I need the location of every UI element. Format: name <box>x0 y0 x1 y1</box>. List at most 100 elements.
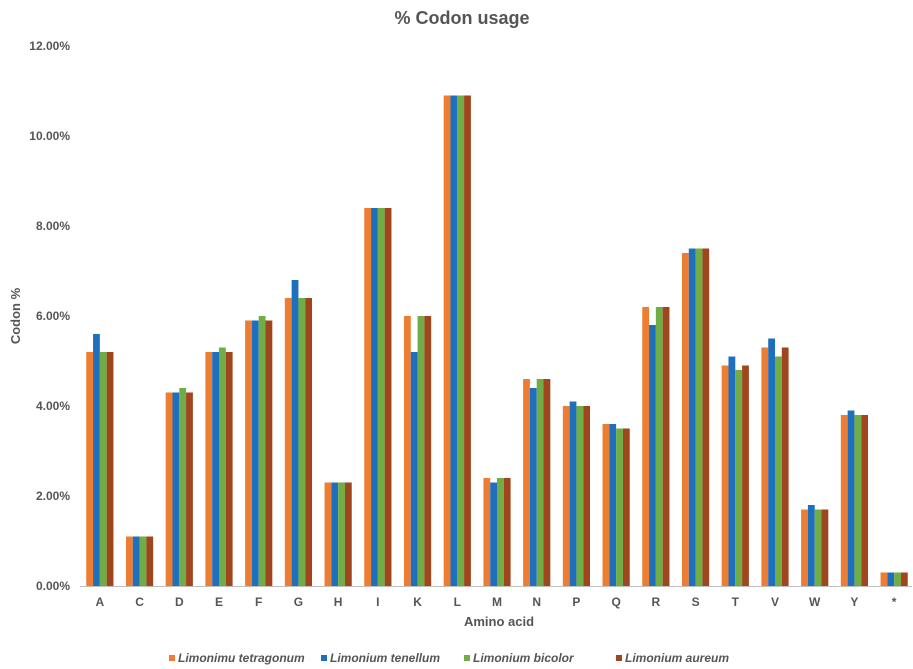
bar-4-K <box>424 316 432 586</box>
bar-2-Q <box>609 424 617 586</box>
bar-4-D <box>186 392 193 586</box>
bar-3-A <box>99 352 107 586</box>
y-tick-label: 2.00% <box>36 489 70 503</box>
bar-1-K <box>403 316 411 586</box>
bar-3-M <box>497 478 504 586</box>
x-tick-label: H <box>334 595 343 609</box>
bar-3-V <box>775 356 782 586</box>
x-tick-label: Q <box>611 595 620 609</box>
bar-1-Y <box>840 415 848 586</box>
x-tick-label: P <box>572 595 580 609</box>
bar-3-S <box>695 248 703 586</box>
bar-4-P <box>583 406 591 586</box>
legend: Limonimu tetragonum Limonium tenellum Limo… <box>169 651 729 665</box>
bar-1-L <box>443 95 451 586</box>
x-tick-label: S <box>692 595 700 609</box>
bar-3-F <box>258 316 266 586</box>
bar-2-S <box>688 248 696 586</box>
bar-4-E <box>225 352 233 586</box>
bar-2-C <box>132 536 140 586</box>
bar-1-I <box>364 208 372 586</box>
bar-2-G <box>291 280 299 586</box>
bar-1-P <box>562 406 570 586</box>
legend-label: Limonium aureum <box>625 651 729 665</box>
bar-2-N <box>529 388 537 586</box>
bar-2-W <box>807 505 815 586</box>
legend-label: Limonimu tetragonum <box>178 651 305 665</box>
legend-label: Limonium bicolor <box>473 651 575 665</box>
bar-1-M <box>483 478 491 586</box>
y-tick-label: 0.00% <box>36 579 70 593</box>
x-tick-label: M <box>492 595 502 609</box>
bar-4-* <box>900 572 908 586</box>
y-tick-label: 10.00% <box>29 129 70 143</box>
bar-4-I <box>384 208 392 586</box>
x-tick-label: L <box>454 595 461 609</box>
bar-2-I <box>371 208 378 586</box>
x-tick-label: N <box>532 595 541 609</box>
bar-3-D <box>179 388 187 586</box>
bar-3-K <box>417 316 425 586</box>
bar-2-T <box>728 356 736 586</box>
x-tick-label: W <box>809 595 821 609</box>
legend-label: Limonium tenellum <box>330 651 440 665</box>
bar-2-E <box>212 352 219 586</box>
chart-title: % Codon usage <box>394 8 529 28</box>
bar-3-H <box>338 482 345 586</box>
bar-3-T <box>735 370 743 586</box>
bar-2-A <box>93 334 100 586</box>
bar-4-W <box>821 509 829 586</box>
bar-3-N <box>536 379 544 586</box>
bar-3-P <box>576 406 584 586</box>
bar-2-V <box>768 338 775 586</box>
bar-3-C <box>139 536 147 586</box>
x-tick-label: T <box>732 595 740 609</box>
x-tick-label: V <box>771 595 779 609</box>
x-tick-label: E <box>215 595 223 609</box>
y-tick-label: 8.00% <box>36 219 70 233</box>
y-tick-label: 6.00% <box>36 309 70 323</box>
bar-2-* <box>887 572 895 586</box>
bar-1-G <box>284 298 292 586</box>
bar-4-V <box>781 347 789 586</box>
x-tick-label: C <box>135 595 144 609</box>
x-tick-label: Y <box>850 595 858 609</box>
bar-2-H <box>331 482 339 586</box>
bar-3-* <box>894 572 901 586</box>
bar-4-F <box>265 320 273 586</box>
bar-4-A <box>106 352 114 586</box>
bar-4-N <box>543 379 551 586</box>
legend-swatch <box>464 655 470 661</box>
bar-3-E <box>219 347 226 586</box>
bar-4-R <box>662 307 670 586</box>
bar-2-M <box>490 482 497 586</box>
bar-3-W <box>814 509 822 586</box>
bar-2-Y <box>847 410 855 586</box>
bar-3-G <box>298 298 306 586</box>
bar-4-C <box>146 536 154 586</box>
x-tick-label: I <box>376 595 379 609</box>
x-tick-label: K <box>413 595 422 609</box>
bar-1-V <box>761 347 769 586</box>
bar-3-Q <box>616 428 623 586</box>
y-axis-ticks: 0.00% 2.00% 4.00% 6.00% 8.00% 10.00% 12.00% <box>29 39 70 593</box>
legend-swatch <box>321 655 327 661</box>
bar-4-T <box>742 365 749 586</box>
x-tick-label: G <box>294 595 303 609</box>
bar-3-I <box>377 208 385 586</box>
bar-1-W <box>801 509 808 586</box>
y-tick-label: 12.00% <box>29 39 70 53</box>
bar-1-D <box>165 392 173 586</box>
y-axis-label: Codon % <box>8 287 23 344</box>
bar-4-H <box>344 482 352 586</box>
bar-1-E <box>205 352 213 586</box>
bar-4-Y <box>861 415 869 586</box>
bar-2-P <box>569 401 577 586</box>
bar-2-K <box>410 352 418 586</box>
bar-1-N <box>523 379 530 586</box>
bar-1-A <box>86 352 94 586</box>
bar-2-L <box>450 95 458 586</box>
bar-2-R <box>649 325 656 586</box>
bar-2-F <box>251 320 259 586</box>
bar-1-Q <box>602 424 610 586</box>
